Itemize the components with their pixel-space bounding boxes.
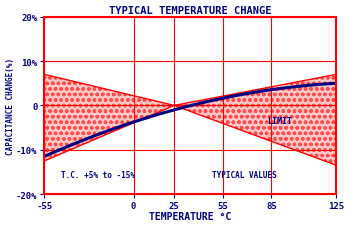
Y-axis label: CAPACITANCE CHANGE(%): CAPACITANCE CHANGE(%): [6, 58, 15, 154]
X-axis label: TEMPERATURE °C: TEMPERATURE °C: [149, 212, 231, 222]
Text: TYPICAL VALUES: TYPICAL VALUES: [211, 170, 276, 179]
Text: LIMIT: LIMIT: [267, 117, 292, 126]
Text: T.C. +5% to -15%: T.C. +5% to -15%: [61, 170, 135, 179]
Title: TYPICAL TEMPERATURE CHANGE: TYPICAL TEMPERATURE CHANGE: [109, 5, 272, 15]
